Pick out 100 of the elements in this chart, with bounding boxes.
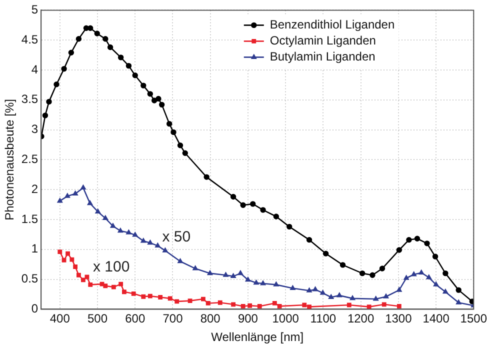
point	[240, 304, 246, 308]
point	[306, 288, 312, 292]
point	[204, 174, 210, 180]
point	[396, 304, 402, 308]
point	[131, 291, 136, 296]
point	[70, 257, 74, 262]
point	[231, 302, 236, 307]
point	[302, 302, 307, 308]
point	[230, 273, 236, 278]
legend-label: Butylamin Liganden	[270, 50, 376, 64]
point	[306, 236, 312, 243]
point	[340, 262, 346, 268]
point	[102, 36, 108, 42]
point	[188, 298, 192, 304]
y-tick-label: 2.5	[21, 152, 38, 166]
point	[290, 285, 296, 290]
point	[396, 287, 402, 292]
point	[240, 202, 246, 208]
point	[328, 294, 334, 299]
y-tick-label: 3.5	[21, 92, 38, 106]
point	[433, 282, 439, 286]
point	[277, 304, 282, 308]
point	[456, 300, 462, 304]
annotation: x 100	[92, 258, 130, 276]
point	[442, 270, 448, 276]
point	[132, 232, 138, 237]
point	[126, 230, 132, 234]
point	[322, 250, 329, 256]
point	[320, 290, 326, 295]
point	[162, 248, 168, 252]
point	[312, 286, 318, 292]
x-tick-label: 900	[238, 312, 258, 326]
point	[404, 275, 409, 280]
point	[414, 236, 420, 242]
point	[273, 214, 280, 220]
point	[68, 50, 74, 56]
point	[81, 278, 86, 282]
x-tick-label: 600	[125, 312, 146, 326]
point	[140, 238, 146, 243]
point	[238, 270, 243, 276]
point	[346, 302, 352, 308]
point	[155, 242, 160, 248]
point	[218, 300, 222, 305]
point	[64, 193, 70, 198]
point	[166, 120, 172, 127]
x-axis-title: Wellenlänge [nm]	[211, 330, 304, 344]
x-tick-label: 500	[87, 312, 108, 326]
point	[426, 274, 432, 280]
point	[366, 304, 372, 310]
x-tick-label: 1400	[422, 312, 450, 326]
point	[57, 198, 62, 203]
point	[406, 236, 412, 243]
point	[200, 296, 206, 302]
point	[174, 299, 180, 304]
point	[126, 62, 132, 69]
point	[418, 270, 424, 274]
y-tick-label: 4.5	[21, 32, 38, 46]
point	[88, 25, 94, 31]
x-tick-label: 1000	[272, 312, 300, 326]
point	[132, 72, 138, 78]
point	[411, 272, 416, 276]
point	[207, 270, 213, 276]
x-tick-label: 1500	[460, 312, 488, 326]
point	[272, 301, 277, 306]
point	[170, 129, 176, 136]
point	[373, 296, 378, 301]
point	[111, 284, 116, 290]
point	[432, 254, 438, 260]
point	[46, 98, 52, 105]
point	[156, 96, 162, 102]
point	[94, 30, 100, 36]
point	[168, 296, 172, 301]
point	[158, 102, 165, 108]
point	[73, 264, 78, 269]
point	[107, 44, 114, 50]
point	[359, 270, 366, 276]
point	[80, 184, 86, 190]
y-tick-label: 5	[31, 2, 38, 17]
point	[118, 54, 124, 60]
point	[158, 295, 163, 300]
point	[54, 82, 60, 88]
x-tick-label: 1100	[310, 312, 336, 326]
point	[336, 292, 342, 298]
point	[286, 224, 292, 230]
point	[95, 208, 100, 214]
point	[72, 190, 78, 196]
point	[148, 240, 153, 245]
point	[257, 304, 262, 308]
point	[76, 36, 82, 42]
y-axis-title: Photonenausbeute [%]	[2, 98, 17, 220]
y-tick-label: 3	[31, 122, 38, 136]
point	[307, 304, 312, 310]
point	[469, 298, 474, 304]
point	[76, 272, 81, 278]
y-tick-label: 1.5	[21, 212, 38, 226]
point	[182, 150, 188, 156]
x-tick-label: 400	[50, 312, 70, 326]
point	[206, 301, 210, 306]
point	[177, 142, 184, 148]
point	[66, 251, 70, 256]
